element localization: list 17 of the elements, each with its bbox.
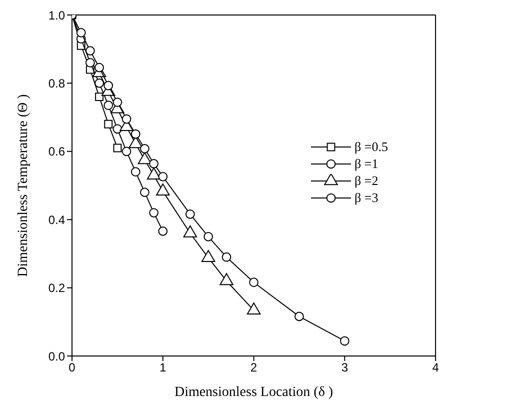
x-tick-label: 3 [341, 360, 348, 375]
x-tick-label: 0 [68, 360, 76, 375]
y-tick-label: 1.0 [48, 8, 66, 22]
y-tick-label: 0.0 [48, 349, 66, 364]
legend-label: β =1 [354, 156, 378, 172]
y-tick-label: 0.4 [48, 212, 66, 227]
x-tick-label: 4 [432, 360, 440, 375]
legend-label: β =2 [354, 172, 378, 188]
legend-label: β =3 [354, 190, 378, 206]
y-tick-label: 0.6 [48, 144, 66, 159]
legend-label: β =0.5 [354, 138, 388, 154]
x-axis-title: Dimensionless Location (δ ) [174, 385, 334, 400]
y-tick-label: 0.8 [48, 76, 66, 90]
y-tick-label: 0.2 [48, 281, 66, 296]
x-tick-label: 2 [250, 360, 258, 375]
x-tick-label: 1 [160, 360, 167, 375]
y-axis-title: Dimensionless Temperature (Θ ) [16, 94, 31, 277]
